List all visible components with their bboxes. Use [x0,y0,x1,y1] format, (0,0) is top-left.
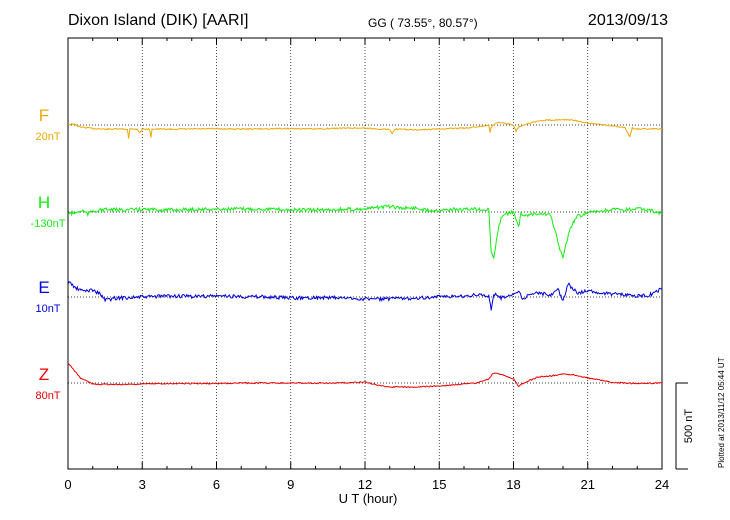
series-name-Z: Z [39,365,49,384]
scale-bar-label: 500 nT [683,409,695,444]
series-line-Z [67,362,663,389]
x-axis-label: U T (hour) [339,491,398,506]
x-tick-label-9: 9 [287,477,294,492]
series-name-H: H [38,193,50,212]
x-tick-label-6: 6 [213,477,220,492]
x-tick-label-15: 15 [432,477,446,492]
x-tick-label-3: 3 [139,477,146,492]
station-title: Dixon Island (DIK) [AARI] [68,12,249,29]
series-scale-Z: 80nT [35,390,60,402]
x-tick-label-12: 12 [358,477,372,492]
coordinates-label: GG ( 73.55°, 80.57°) [368,16,478,30]
series-scale-H: -130nT [31,218,66,230]
series-line-F [67,118,663,139]
x-tick-label-0: 0 [64,477,71,492]
x-tick-label-18: 18 [506,477,520,492]
x-tick-label-21: 21 [581,477,595,492]
series-line-E [67,280,662,311]
series-name-E: E [38,278,49,297]
series-line-H [67,204,663,260]
series-scale-F: 20nT [35,131,60,143]
series-scale-E: 10nT [35,303,60,315]
x-tick-label-24: 24 [655,477,669,492]
series-name-F: F [39,106,49,125]
date-label: 2013/09/13 [587,12,668,29]
